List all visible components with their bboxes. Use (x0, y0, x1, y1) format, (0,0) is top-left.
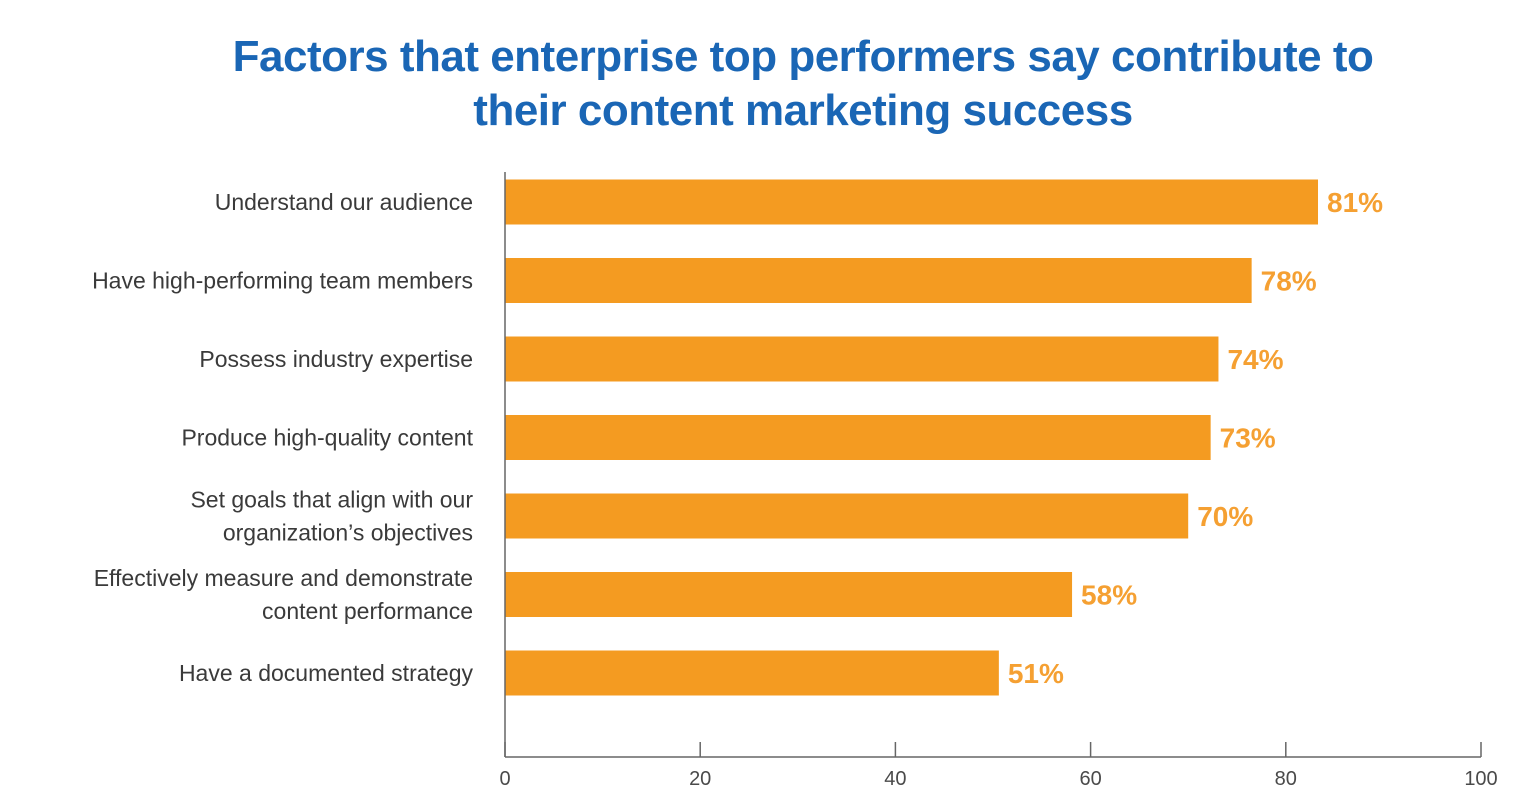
x-tick-label-2: 20 (689, 768, 711, 790)
category-label-6-line-2: content performance (262, 598, 473, 624)
category-label-2-line-1: Have high-performing team members (92, 268, 473, 294)
value-label-2: 78% (1261, 266, 1317, 297)
category-label-3: Possess industry expertise (199, 346, 473, 372)
bars-group (505, 179, 1319, 696)
chart-title-line-1: Factors that enterprise top performers s… (232, 32, 1374, 81)
category-label-5-line-2: organization’s objectives (223, 520, 473, 546)
bar-2 (505, 258, 1252, 303)
category-label-1: Understand our audience (215, 189, 473, 215)
category-label-3-line-1: Possess industry expertise (199, 346, 473, 372)
category-label-7-line-1: Have a documented strategy (179, 660, 474, 686)
bar-7 (505, 650, 999, 696)
chart-title-line-2: their content marketing success (473, 86, 1133, 135)
axes-group: 0 20 40 60 80 100 (499, 172, 1498, 790)
value-label-6: 58% (1081, 580, 1137, 611)
bar-5 (505, 493, 1189, 539)
labels-group: 81% Understand our audience 78% Have high-p… (92, 187, 1383, 689)
category-label-2: Have high-performing team members (92, 268, 473, 294)
value-label-4: 73% (1220, 423, 1276, 454)
x-tick-label-4: 60 (1079, 768, 1101, 790)
value-label-1: 81% (1327, 187, 1383, 218)
chart-title: Factors that enterprise top performers s… (0, 30, 1530, 138)
x-tick-label-1: 0 (499, 768, 510, 790)
category-label-7: Have a documented strategy (179, 660, 474, 686)
category-label-6-line-1: Effectively measure and demonstrate (94, 565, 473, 591)
bar-3 (505, 336, 1219, 382)
category-label-4: Produce high-quality content (181, 425, 473, 451)
value-label-3: 74% (1227, 344, 1283, 375)
x-tick-label-3: 40 (884, 768, 906, 790)
category-label-5: Set goals that align with our organizatio… (190, 487, 473, 546)
value-label-5: 70% (1197, 501, 1253, 532)
bar-4 (505, 415, 1211, 460)
bar-1 (505, 179, 1319, 225)
x-tick-label-5: 80 (1275, 768, 1297, 790)
category-label-5-line-1: Set goals that align with our (190, 487, 473, 513)
bar-6 (505, 572, 1073, 617)
category-label-4-line-1: Produce high-quality content (181, 425, 473, 451)
category-label-6: Effectively measure and demonstrate conte… (94, 565, 473, 624)
x-tick-label-6: 100 (1464, 768, 1497, 790)
category-label-1-line-1: Understand our audience (215, 189, 473, 215)
value-label-7: 51% (1008, 658, 1064, 689)
